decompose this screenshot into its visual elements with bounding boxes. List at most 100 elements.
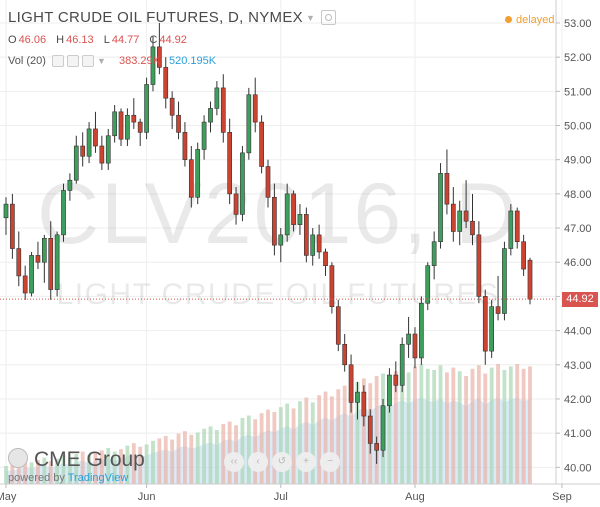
candle-body xyxy=(406,333,411,345)
candle-body xyxy=(131,114,137,123)
y-tick-label: 40.00 xyxy=(564,462,592,474)
candle-body xyxy=(233,193,239,215)
volume-bar xyxy=(23,460,28,484)
candle-body xyxy=(438,173,443,243)
close-icon[interactable] xyxy=(81,55,94,68)
volume-bar xyxy=(285,403,290,484)
candle-body xyxy=(112,111,117,137)
volume-bar xyxy=(451,367,456,484)
volume-bar xyxy=(16,463,21,484)
x-tick-label: Jul xyxy=(274,491,288,503)
volume-bar xyxy=(106,448,111,484)
volume-bar xyxy=(93,452,98,484)
volume-bar xyxy=(29,462,34,484)
candle-body xyxy=(182,132,188,160)
chevron-down-icon[interactable]: ▼ xyxy=(96,56,106,67)
y-tick-label: 42.00 xyxy=(564,394,592,406)
candle-body xyxy=(387,374,392,407)
volume-bar xyxy=(99,450,104,484)
scroll-start-button[interactable]: ‹‹ xyxy=(224,452,244,472)
volume-bar xyxy=(119,449,123,484)
volume-bar xyxy=(515,364,520,484)
volume-bar xyxy=(508,366,513,484)
volume-ma-value: 520.195K xyxy=(169,55,217,67)
volume-bar xyxy=(349,390,353,484)
volume-bar xyxy=(304,397,309,484)
candle-body xyxy=(252,94,258,123)
settings-icon[interactable] xyxy=(321,9,337,25)
volume-readout: Vol (20) ▼ 383.29K 520.195K xyxy=(8,55,217,68)
candle-body xyxy=(380,405,386,451)
zoom-in-button[interactable]: + xyxy=(296,452,316,472)
candle-body xyxy=(61,190,66,236)
candle-body xyxy=(86,128,92,157)
candle-body xyxy=(157,46,162,68)
candle-body xyxy=(291,193,296,225)
volume-bar xyxy=(272,412,277,484)
candle-body xyxy=(99,145,105,164)
volume-bar xyxy=(112,451,117,484)
volume-bar xyxy=(298,401,302,484)
candle-body xyxy=(240,152,245,215)
candle-body xyxy=(73,145,79,181)
volume-bar xyxy=(195,432,200,484)
close-value: 44.92 xyxy=(159,34,187,46)
volume-bar xyxy=(208,426,213,484)
volume-bar xyxy=(202,428,207,484)
volume-bar xyxy=(55,458,60,484)
volume-bar xyxy=(240,418,245,484)
eye-icon[interactable] xyxy=(51,55,64,68)
volume-bar xyxy=(457,371,462,484)
volume-bar xyxy=(387,378,392,484)
volume-bar xyxy=(67,457,72,484)
volume-bar xyxy=(4,466,8,484)
volume-bar xyxy=(138,446,143,484)
y-tick-label: 48.00 xyxy=(564,189,592,201)
candle-body xyxy=(412,333,418,359)
high-value: 46.13 xyxy=(66,34,94,46)
watermark-name: LIGHT CRUDE OIL FUTURES xyxy=(57,278,500,311)
candle-body xyxy=(431,241,437,266)
volume-bar xyxy=(445,372,449,484)
branding: CME Group powered by TradingView xyxy=(8,448,145,484)
tradingview-link[interactable]: TradingView xyxy=(67,472,129,484)
candle-body xyxy=(22,275,28,294)
candle-body xyxy=(444,173,450,205)
candle-body xyxy=(54,234,60,290)
candle-body xyxy=(367,415,373,444)
instrument-title[interactable]: LIGHT CRUDE OIL FUTURES, D, NYMEX ▼ xyxy=(8,9,337,26)
scroll-left-button[interactable]: ‹ xyxy=(248,452,268,472)
candle-body xyxy=(272,196,277,246)
candle-body xyxy=(29,255,34,294)
volume-bar xyxy=(189,434,194,484)
reset-button[interactable]: ↺ xyxy=(272,452,292,472)
volume-bar xyxy=(413,366,417,484)
candle-body xyxy=(489,306,495,352)
zoom-out-button[interactable]: − xyxy=(320,452,340,472)
status-dot-icon xyxy=(505,15,512,23)
chart-navigation: ‹‹ ‹ ↺ + − xyxy=(224,451,344,472)
candle-body xyxy=(374,443,379,451)
volume-bar xyxy=(183,431,187,484)
candle-body xyxy=(246,94,252,154)
y-tick-label: 44.00 xyxy=(564,326,592,338)
settings-icon[interactable] xyxy=(66,55,79,68)
candle-body xyxy=(176,114,181,133)
candle-body xyxy=(323,251,328,266)
candle-body xyxy=(527,259,533,300)
candle-body xyxy=(297,214,303,225)
volume-bar xyxy=(157,438,162,484)
volume-bar xyxy=(406,372,411,484)
candle-body xyxy=(329,265,335,307)
candle-body xyxy=(10,203,15,249)
delayed-text: delayed xyxy=(516,14,555,26)
volume-bar xyxy=(329,396,334,484)
y-tick-label: 46.00 xyxy=(564,257,592,269)
candle-body xyxy=(41,238,47,263)
instrument-title-text: LIGHT CRUDE OIL FUTURES, D, NYMEX xyxy=(8,9,303,26)
volume-bar xyxy=(393,371,398,484)
chevron-down-icon[interactable]: ▼ xyxy=(305,13,316,24)
volume-bar xyxy=(323,391,328,484)
